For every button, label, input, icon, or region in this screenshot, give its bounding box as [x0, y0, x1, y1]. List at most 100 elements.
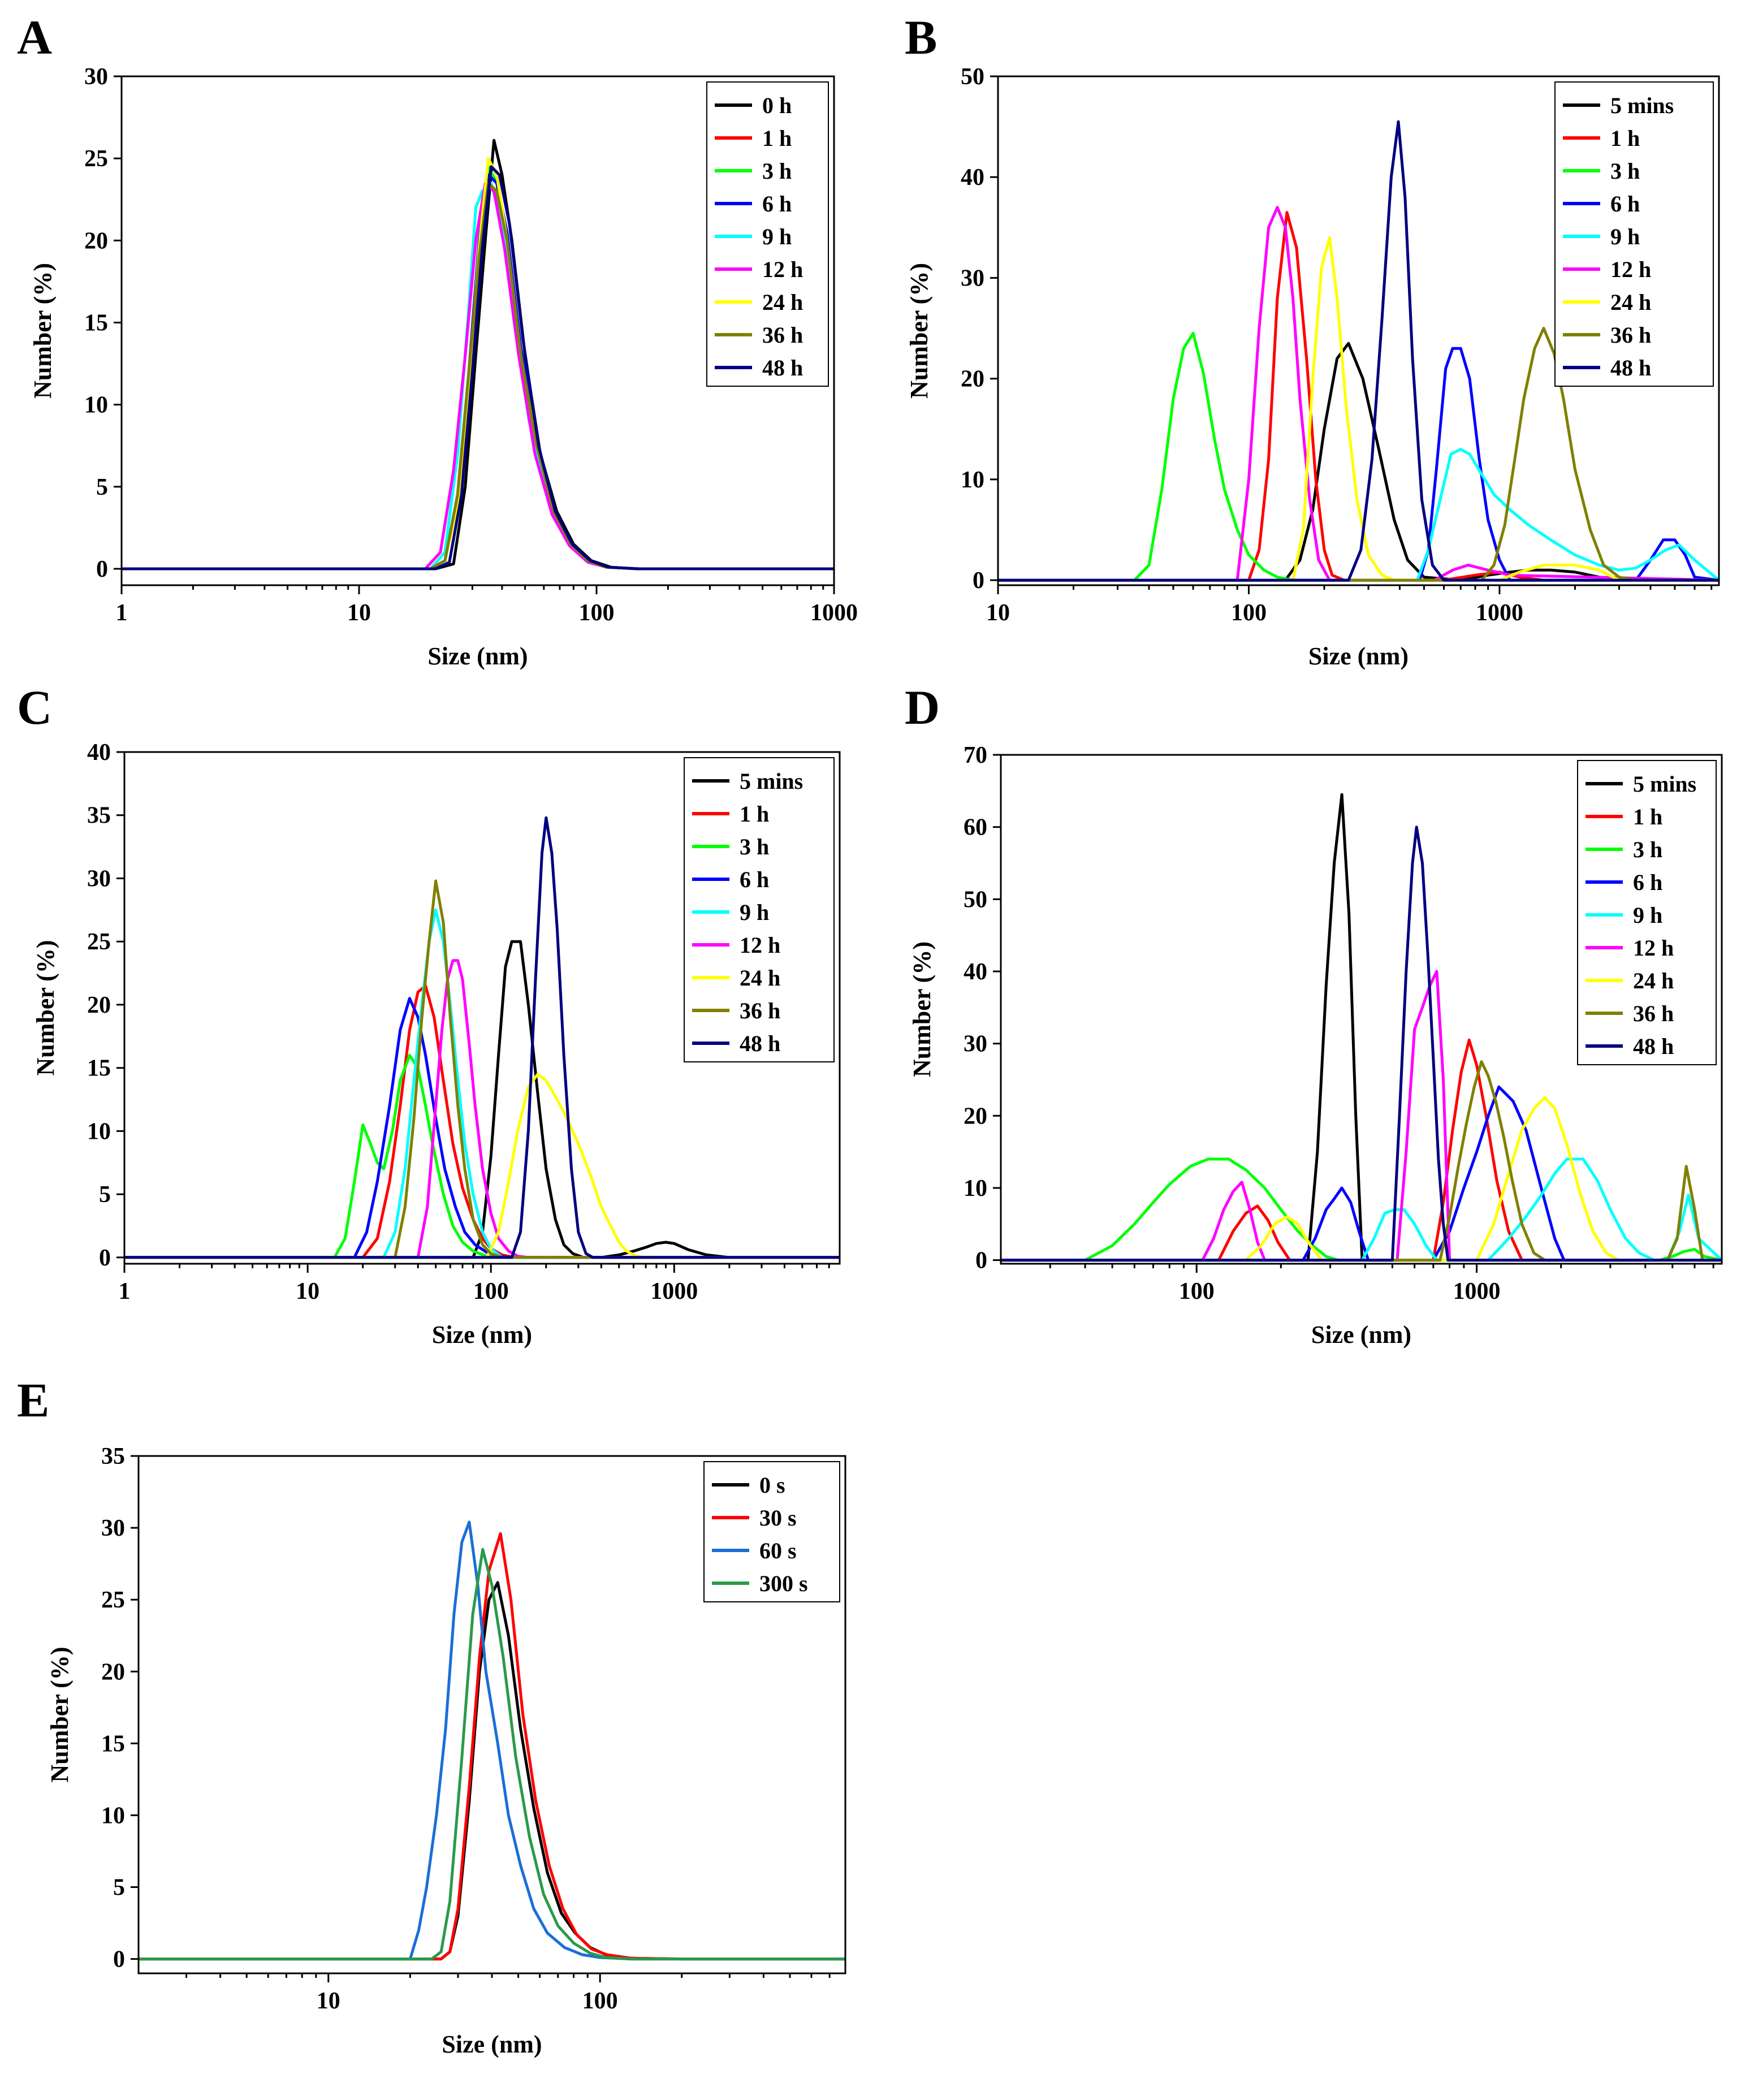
y-tick-label: 25 — [84, 146, 108, 172]
legend-label: 36 h — [1633, 1001, 1674, 1026]
y-tick-label: 35 — [101, 1444, 125, 1470]
y-tick-label: 70 — [964, 742, 987, 768]
plot-frame — [997, 75, 1720, 586]
legend-label: 3 h — [740, 834, 769, 859]
x-tick-label: 1000 — [650, 1278, 698, 1304]
x-tick-label: 100 — [579, 600, 615, 626]
legend-label: 1 h — [1610, 126, 1640, 151]
series-group — [1001, 793, 1722, 1262]
legend-label: 48 h — [1610, 355, 1651, 381]
y-axis-title: Number (%) — [46, 1647, 74, 1783]
panel-letter: B — [905, 10, 937, 64]
y-tick-label: 0 — [973, 568, 984, 594]
series-line-3-h — [1001, 1157, 1722, 1262]
x-tick-label: 1000 — [1453, 1278, 1501, 1304]
series-line-5-mins — [1001, 793, 1722, 1262]
x-tick-label: 10 — [317, 1988, 340, 2014]
series-line-36-h — [124, 879, 840, 1259]
series-line-24-h — [998, 236, 1719, 582]
y-tick-label: 20 — [84, 228, 108, 254]
series-line-30-s — [139, 1532, 845, 1961]
legend-label: 3 h — [762, 158, 792, 184]
legend-label: 48 h — [740, 1031, 780, 1056]
legend-label: 0 h — [762, 93, 792, 118]
series-line-1-h — [124, 984, 840, 1259]
y-tick-label: 20 — [101, 1659, 125, 1685]
y-tick-label: 0 — [99, 1245, 111, 1271]
y-tick-label: 40 — [87, 740, 111, 766]
legend-label: 12 h — [740, 932, 780, 958]
legend-label: 1 h — [762, 126, 792, 151]
legend-label: 36 h — [1610, 322, 1651, 348]
y-tick-label: 30 — [961, 265, 984, 291]
y-axis-title: Number (%) — [905, 263, 933, 399]
legend-label: 5 mins — [740, 768, 803, 794]
y-tick-label: 60 — [964, 815, 987, 841]
y-axis-title: Number (%) — [908, 941, 936, 1077]
x-tick-label: 1 — [116, 600, 128, 626]
series-line-48-h — [124, 816, 840, 1259]
legend-label: 12 h — [1633, 935, 1674, 961]
y-tick-label: 50 — [961, 64, 984, 90]
x-axis-title: Size (nm) — [1311, 1321, 1411, 1349]
y-tick-label: 30 — [964, 1031, 987, 1057]
legend-label: 36 h — [740, 998, 780, 1023]
x-tick-label: 10 — [347, 600, 371, 626]
series-line-6-h — [998, 347, 1719, 582]
y-tick-label: 40 — [961, 165, 984, 191]
series-line-6-h — [1001, 1085, 1722, 1262]
series-line-48-h — [1001, 826, 1722, 1262]
legend-label: 9 h — [762, 224, 792, 249]
series-line-36-h — [998, 327, 1719, 582]
y-tick-label: 0 — [96, 556, 108, 582]
series-line-0-s — [139, 1581, 845, 1961]
legend: 5 mins 1 h 3 h 6 h 9 h 12 h 24 h 36 h 48 h — [1554, 81, 1714, 387]
panel-c: C 0 5 10 15 20 25 30 35 40 1 10 100 1000 Size (nm) Numb… — [17, 680, 841, 1349]
y-tick-label: 10 — [964, 1176, 987, 1202]
y-tick-label: 5 — [96, 474, 108, 500]
y-tick-label: 35 — [87, 803, 111, 829]
y-tick-label: 10 — [101, 1803, 125, 1829]
y-tick-label: 50 — [964, 887, 987, 913]
y-tick-label: 25 — [87, 929, 111, 955]
legend-label: 48 h — [762, 355, 803, 381]
legend-label: 6 h — [1610, 191, 1640, 217]
panel-d: D 0 10 20 30 40 50 60 70 100 1000 Size (nm) Number (… — [905, 680, 1723, 1349]
series-line-48-h — [122, 165, 834, 571]
legend-label: 3 h — [1633, 837, 1662, 862]
legend-box — [684, 757, 835, 1062]
legend-label: 1 h — [740, 801, 769, 827]
y-tick-label: 40 — [964, 959, 987, 985]
series-line-12-h — [124, 959, 840, 1259]
series-group — [139, 1520, 845, 1961]
series-line-5-mins — [124, 940, 840, 1259]
y-tick-label: 15 — [87, 1056, 111, 1082]
legend-label: 30 s — [759, 1505, 797, 1531]
x-tick-label: 100 — [1231, 600, 1267, 626]
y-tick-label: 30 — [84, 64, 108, 90]
legend-label: 24 h — [740, 965, 780, 991]
x-tick-label: 100 — [1179, 1278, 1215, 1304]
plot-frame — [1000, 754, 1723, 1265]
y-tick-label: 30 — [101, 1515, 125, 1541]
legend-label: 36 h — [762, 322, 803, 348]
y-tick-label: 10 — [961, 467, 984, 493]
legend-label: 3 h — [1610, 158, 1640, 184]
y-tick-label: 20 — [964, 1103, 987, 1129]
legend-label: 24 h — [1633, 968, 1674, 993]
legend: 5 mins 1 h 3 h 6 h 9 h 12 h 24 h 36 h 48 h — [684, 757, 835, 1062]
x-tick-label: 1000 — [1476, 600, 1523, 626]
y-tick-label: 15 — [84, 310, 108, 336]
legend-label: 1 h — [1633, 804, 1662, 829]
legend-label: 24 h — [1610, 289, 1651, 315]
legend-label: 6 h — [740, 867, 769, 892]
panel-a: A 0 5 10 15 20 25 30 1 10 100 1000 Size (nm) Number (… — [17, 10, 858, 670]
x-axis-title: Size (nm) — [427, 642, 528, 670]
y-tick-label: 15 — [101, 1731, 125, 1757]
legend-label: 24 h — [762, 289, 803, 315]
legend-label: 48 h — [1633, 1034, 1674, 1059]
legend: 5 mins 1 h 3 h 6 h 9 h 12 h 24 h 36 h 48 h — [1577, 760, 1717, 1065]
y-tick-label: 20 — [87, 992, 111, 1018]
x-axis-title: Size (nm) — [432, 1321, 532, 1349]
